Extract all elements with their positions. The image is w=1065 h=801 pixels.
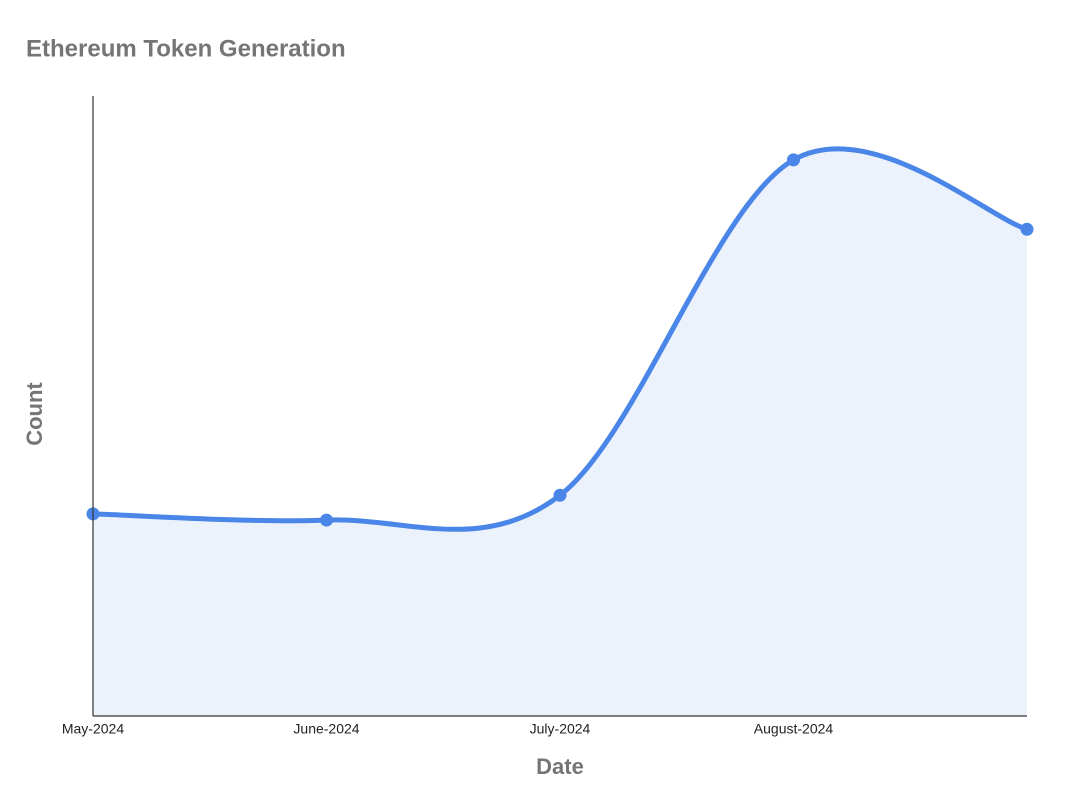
- x-tick-label: May-2024: [62, 721, 124, 737]
- x-tick-label: June-2024: [293, 721, 359, 737]
- point: [1020, 222, 1034, 236]
- x-tick-label: August-2024: [754, 721, 834, 737]
- point: [553, 488, 567, 502]
- line: [90, 146, 1030, 532]
- y-axis-title: Count: [22, 382, 47, 446]
- chart-title: Ethereum Token Generation: [26, 35, 346, 62]
- x-axis-title: Date: [536, 754, 584, 779]
- area: [93, 148, 1027, 717]
- point: [320, 513, 333, 527]
- point: [787, 153, 800, 167]
- x-tick-label: July-2024: [530, 721, 591, 737]
